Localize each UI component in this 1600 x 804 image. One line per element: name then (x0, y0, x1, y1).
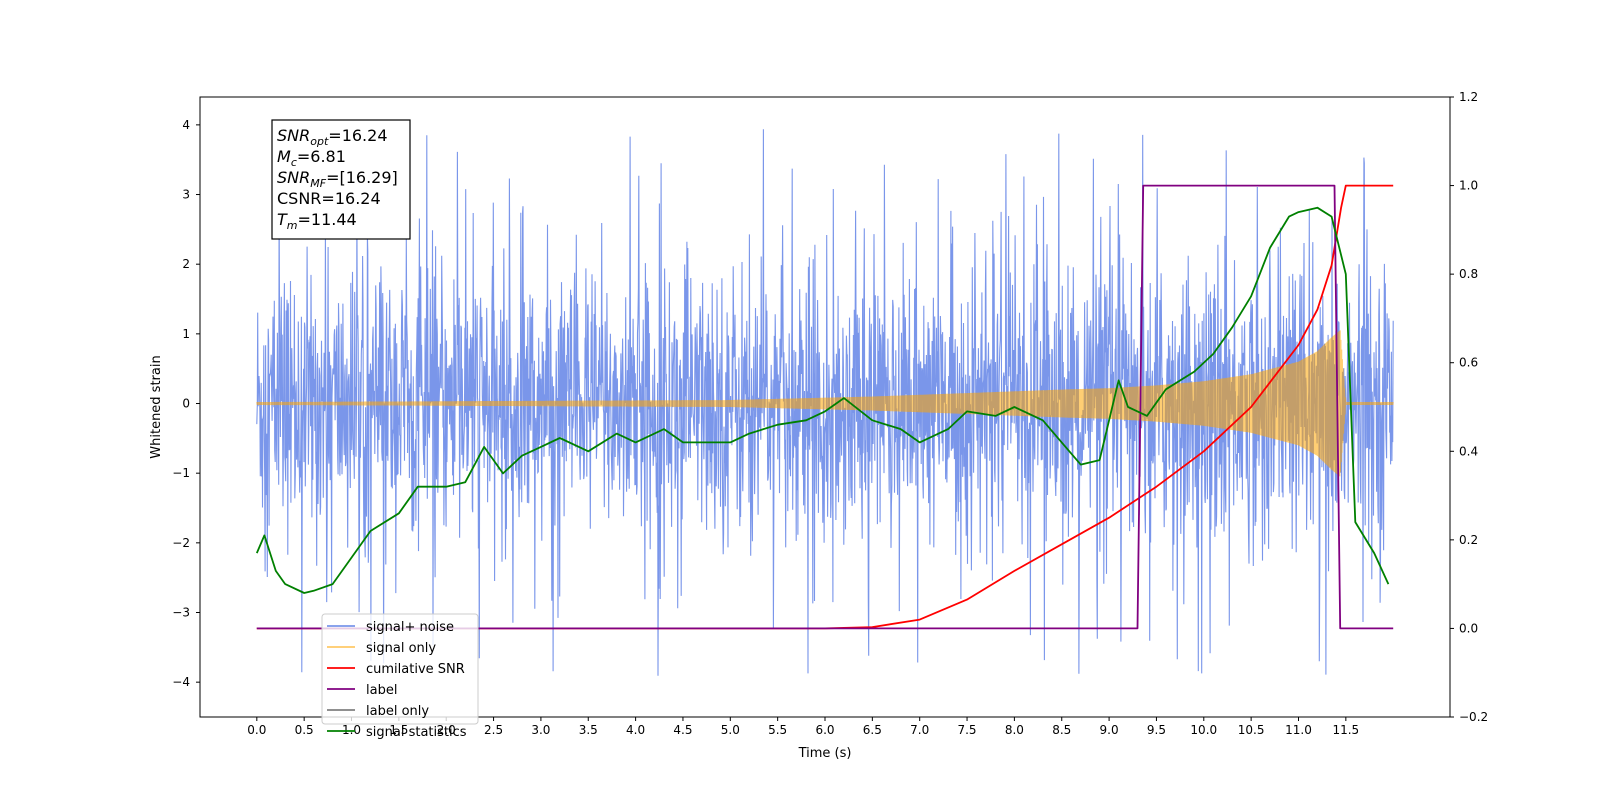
x-tick-label: 10.0 (1190, 723, 1217, 737)
x-tick-label: 5.5 (768, 723, 787, 737)
legend-label: signal statistics (366, 725, 467, 740)
x-tick-label: 1.5 (389, 723, 408, 737)
x-tick-label: 0.5 (295, 723, 314, 737)
y-left-tick-label: −2 (172, 536, 190, 550)
legend: signal+ noise signal only cumilative SNR la… (321, 613, 479, 740)
y-left-tick-label: −3 (172, 606, 190, 620)
legend-label: cumilative SNR (366, 662, 465, 677)
y-axis-label-left: Whitened strain (149, 355, 164, 458)
x-tick-label: 6.5 (863, 723, 882, 737)
annotation-line: Mc=6.81 (277, 147, 346, 169)
series-label (256, 184, 1394, 630)
legend-label: signal+ noise (366, 620, 454, 635)
x-axis-label: Time (s) (798, 746, 852, 761)
x-tick-label: 9.0 (1100, 723, 1119, 737)
y-left-tick-label: 1 (182, 327, 190, 341)
y-left-tick-label: 4 (182, 118, 190, 132)
y-right-tick-label: 0.8 (1459, 267, 1478, 281)
x-tick-label: 0.0 (247, 723, 266, 737)
y-right-tick-label: 1.0 (1459, 179, 1478, 193)
x-tick-label: 2.5 (484, 723, 503, 737)
legend-label: label (366, 683, 397, 698)
x-tick-label: 8.5 (1052, 723, 1071, 737)
x-tick-label: 2.0 (437, 723, 456, 737)
annotation-line: Tm=11.44 (277, 210, 357, 232)
x-tick-label: 7.5 (957, 723, 976, 737)
y-left-tick-label: 3 (182, 188, 190, 202)
x-tick-label: 11.0 (1285, 723, 1312, 737)
x-tick-label: 9.5 (1147, 723, 1166, 737)
x-tick-label: 7.0 (910, 723, 929, 737)
y-right-tick-label: −0.2 (1459, 710, 1488, 724)
y-right-tick-label: 0.4 (1459, 444, 1478, 458)
x-tick-label: 1.0 (342, 723, 361, 737)
annotation-line: CSNR=16.24 (277, 189, 381, 208)
y-right-tick-label: 0.2 (1459, 533, 1478, 547)
x-tick-label: 4.5 (673, 723, 692, 737)
series-signal-plus-noise (256, 129, 1394, 676)
y-right-tick-label: 0.0 (1459, 621, 1478, 635)
annotation-line: SNRMF=[16.29] (277, 168, 398, 190)
legend-label: signal only (366, 641, 436, 656)
x-tick-label: 11.5 (1332, 723, 1359, 737)
annotation-box: SNRopt=16.24Mc=6.81SNRMF=[16.29]CSNR=16.… (271, 119, 411, 240)
x-tick-label: 5.0 (721, 723, 740, 737)
y-left-tick-label: −1 (172, 466, 190, 480)
annotation-frame (271, 119, 411, 240)
x-tick-label: 4.0 (626, 723, 645, 737)
legend-label: label only (366, 704, 429, 719)
series-signal-statistics (255, 206, 1390, 594)
y-right-tick-label: 0.6 (1459, 356, 1478, 370)
y-left-tick-label: 2 (182, 257, 190, 271)
y-left-tick-label: −4 (172, 675, 190, 689)
annotation-line: SNRopt=16.24 (277, 126, 388, 148)
y-left-tick-label: 0 (182, 397, 190, 411)
x-tick-label: 10.5 (1238, 723, 1265, 737)
series-signal-only (256, 330, 1394, 477)
plot-layer (255, 129, 1394, 676)
y-right-tick-label: 1.2 (1459, 90, 1478, 104)
ticks-layer: 0.0 0.5 1.0 1.5 2.0 2.5 3.0 3.5 4.0 4.5 5.0 5.5 6.0 6… (172, 90, 1488, 737)
x-tick-label: 3.0 (531, 723, 550, 737)
legend-frame (321, 613, 479, 725)
x-tick-label: 8.0 (1005, 723, 1024, 737)
x-tick-label: 6.0 (815, 723, 834, 737)
x-tick-label: 3.5 (579, 723, 598, 737)
